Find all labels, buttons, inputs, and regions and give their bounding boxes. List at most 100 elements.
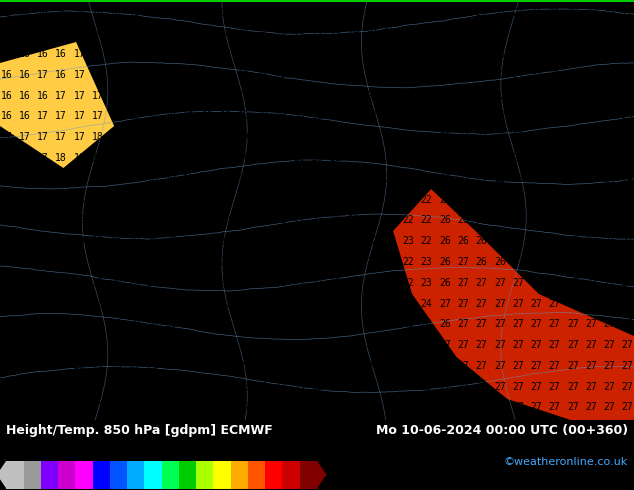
Text: 16: 16 [55,8,67,18]
Text: 19: 19 [128,236,140,246]
Text: 17: 17 [55,112,67,122]
Text: 20: 20 [311,91,323,101]
Text: 27: 27 [567,236,579,246]
Text: 18: 18 [55,195,67,205]
Text: 21: 21 [403,153,414,163]
Text: 23: 23 [366,340,378,350]
Text: 21: 21 [256,257,268,267]
Text: 21: 21 [494,28,506,38]
Text: 20: 20 [202,216,213,225]
Text: 21: 21 [330,236,341,246]
Text: 23: 23 [548,174,560,184]
Text: 21: 21 [275,278,287,288]
Text: 20: 20 [183,236,195,246]
Text: 22: 22 [439,132,451,142]
Text: 18: 18 [128,91,140,101]
Text: 19: 19 [256,49,268,59]
Text: 18: 18 [256,8,268,18]
Text: 21: 21 [92,402,103,413]
Text: 17: 17 [165,49,177,59]
Text: 27: 27 [585,216,597,225]
Text: 19: 19 [55,257,67,267]
Text: 20: 20 [128,298,140,309]
Bar [265,461,283,489]
Text: 19: 19 [37,340,49,350]
Text: 21: 21 [366,112,378,122]
Text: 23: 23 [585,91,597,101]
Text: 21: 21 [439,91,451,101]
Text: 19: 19 [202,132,213,142]
Text: 21: 21 [202,361,213,371]
Text: 27: 27 [494,298,506,309]
Text: 20: 20 [146,278,158,288]
Text: 22: 22 [457,91,469,101]
Text: 24: 24 [403,382,414,392]
Text: 19: 19 [366,28,378,38]
Text: 18: 18 [74,153,86,163]
Text: 27: 27 [548,257,560,267]
Text: 27: 27 [512,382,524,392]
Text: 18: 18 [37,174,49,184]
Text: 17: 17 [92,49,103,59]
Text: 21: 21 [403,174,414,184]
Text: 21: 21 [256,216,268,225]
Text: 24: 24 [548,195,560,205]
Text: 27: 27 [548,319,560,329]
Text: 17: 17 [183,49,195,59]
Text: 19: 19 [220,174,231,184]
Text: 17: 17 [110,28,122,38]
Text: 21: 21 [256,298,268,309]
Text: 27: 27 [476,402,488,413]
Text: 22: 22 [202,402,213,413]
Text: 22: 22 [494,112,506,122]
Text: 22: 22 [220,340,231,350]
Text: 20: 20 [165,236,177,246]
Text: 22: 22 [347,236,359,246]
Text: 21: 21 [256,236,268,246]
Text: 20: 20 [92,298,103,309]
Text: 19: 19 [256,28,268,38]
Text: 20: 20 [311,153,323,163]
Text: 20: 20 [330,91,341,101]
Text: 22: 22 [366,257,378,267]
Text: 20: 20 [256,132,268,142]
Text: 26: 26 [494,257,506,267]
Bar [179,461,196,489]
Text: 27: 27 [622,402,633,413]
Text: 20: 20 [110,382,122,392]
Text: 27: 27 [512,340,524,350]
Text: 21: 21 [439,112,451,122]
Text: 27: 27 [622,382,633,392]
Text: 20: 20 [202,236,213,246]
Text: 18: 18 [55,216,67,225]
Text: 16: 16 [128,8,140,18]
Text: 20: 20 [128,340,140,350]
Text: 21: 21 [128,402,140,413]
Text: 24: 24 [384,382,396,392]
Text: 21: 21 [293,216,304,225]
Text: 19: 19 [110,216,122,225]
Text: 16: 16 [92,8,103,18]
Text: 19: 19 [37,278,49,288]
Text: 22: 22 [330,257,341,267]
Text: 27: 27 [585,257,597,267]
Text: 18: 18 [165,112,177,122]
Text: 22: 22 [457,174,469,184]
Text: 21: 21 [128,361,140,371]
Text: 22: 22 [311,278,323,288]
Text: 26: 26 [439,257,451,267]
Text: 22: 22 [531,49,542,59]
Text: 27: 27 [512,319,524,329]
Text: 16: 16 [74,28,86,38]
Text: 21: 21 [403,132,414,142]
Text: 27: 27 [457,278,469,288]
Bar [196,461,214,489]
Text: 19: 19 [165,216,177,225]
Text: 19: 19 [183,216,195,225]
Text: 24: 24 [366,361,378,371]
Text: 20: 20 [347,70,359,80]
Text: 17: 17 [55,132,67,142]
Text: 26: 26 [512,216,524,225]
Text: 23: 23 [567,153,579,163]
Text: 23: 23 [293,382,304,392]
